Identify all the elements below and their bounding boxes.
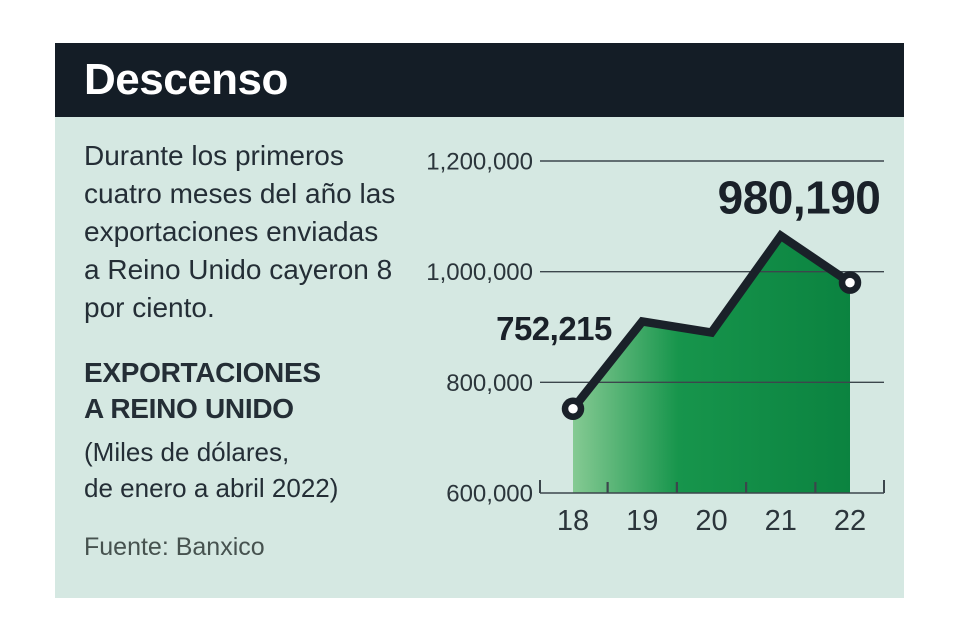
x-tick-label: 22 (834, 505, 866, 537)
page-title: Descenso (84, 55, 288, 104)
description-line: cuatro meses del año las (84, 178, 396, 209)
y-tick-label: 1,000,000 (426, 259, 533, 286)
chart-units-line: de enero a abril 2022) (84, 473, 339, 503)
chart-units-line: (Miles de dólares, (84, 437, 290, 467)
description-line: por ciento. (84, 292, 215, 323)
left-column: Durante los primeros cuatro meses del añ… (84, 137, 424, 562)
area-fill (573, 235, 850, 493)
chart-title: EXPORTACIONES A REINO UNIDO (84, 355, 424, 427)
y-tick-label: 1,200,000 (426, 149, 533, 176)
point-marker (561, 397, 585, 421)
description-line: exportaciones enviadas (84, 216, 379, 247)
y-tick-label: 600,000 (446, 481, 533, 508)
source-label: Fuente: Banxico (84, 533, 265, 561)
description-text: Durante los primeros cuatro meses del añ… (84, 137, 424, 327)
value-label: 752,215 (496, 310, 612, 347)
point-marker (838, 271, 862, 294)
x-tick-label: 21 (765, 505, 797, 537)
value-label: 980,190 (718, 172, 881, 224)
x-tick-label: 19 (626, 505, 658, 537)
x-tick-label: 20 (695, 505, 727, 537)
infographic-panel: Descenso Durante los primeros cuatro mes… (55, 43, 904, 598)
exports-area-chart: 600,000 800,000 1,000,000 1,200,000 18 19 20 21… (426, 149, 885, 537)
series-line (569, 229, 853, 412)
x-tick-label: 18 (557, 505, 589, 537)
description-line: Durante los primeros (84, 140, 344, 171)
header-bar: Descenso (55, 43, 904, 117)
y-tick-label: 800,000 (446, 370, 533, 397)
chart-title-line: EXPORTACIONES (84, 357, 321, 388)
description-line: a Reino Unido cayeron 8 (84, 254, 393, 285)
chart-title-line: A REINO UNIDO (84, 393, 294, 424)
chart-units-note: (Miles de dólares, de enero a abril 2022… (84, 434, 424, 506)
